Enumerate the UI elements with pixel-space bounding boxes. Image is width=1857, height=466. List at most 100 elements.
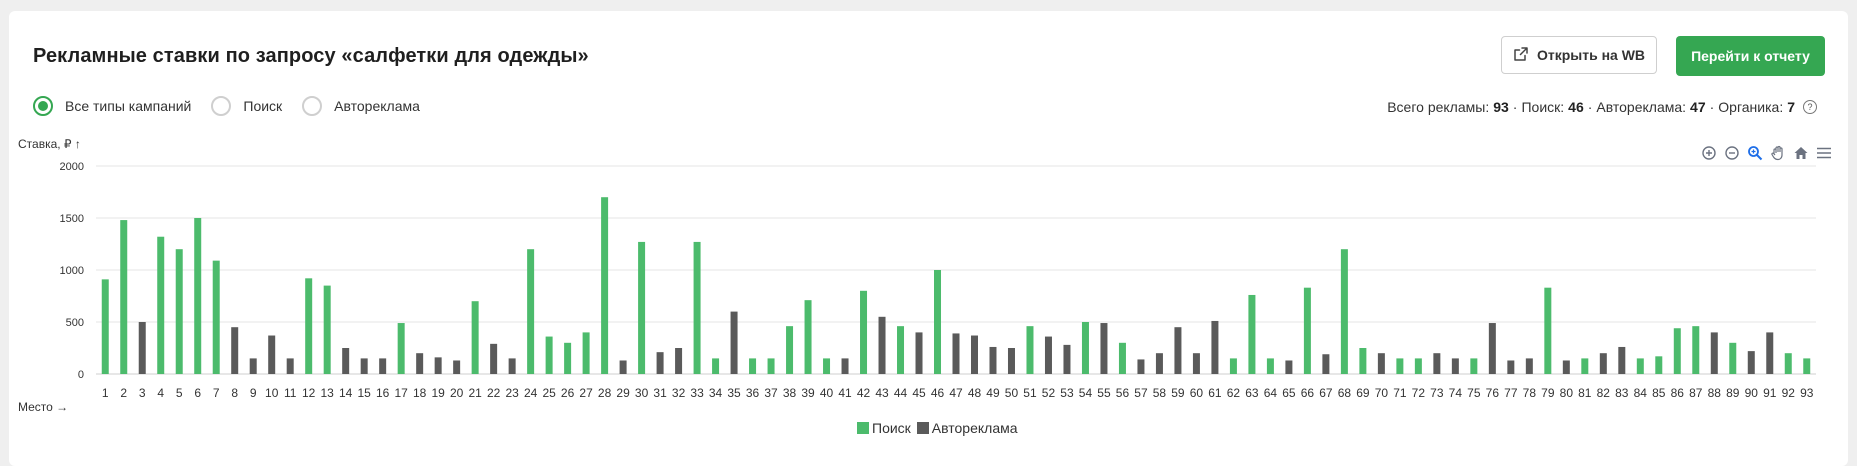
bar-82 xyxy=(1599,353,1607,374)
legend-swatch-auto xyxy=(916,422,929,434)
bar-69 xyxy=(1359,348,1367,374)
bar-41 xyxy=(841,358,849,374)
x-tick-label: 27 xyxy=(579,386,593,400)
x-tick-label: 29 xyxy=(616,386,630,400)
x-tick-label: 26 xyxy=(561,386,575,400)
radio-unchecked-icon xyxy=(211,96,232,116)
help-icon[interactable]: ? xyxy=(1803,100,1817,114)
menu-icon[interactable] xyxy=(1815,144,1833,162)
x-tick-label: 80 xyxy=(1560,386,1574,400)
bar-7 xyxy=(212,260,220,374)
bar-35 xyxy=(730,311,738,374)
home-reset-icon[interactable] xyxy=(1792,144,1810,162)
x-tick-label: 68 xyxy=(1338,386,1352,400)
bar-47 xyxy=(952,333,960,374)
x-tick-label: 28 xyxy=(598,386,612,400)
bar-48 xyxy=(970,335,978,374)
pan-hand-icon[interactable] xyxy=(1769,144,1787,162)
x-tick-label: 91 xyxy=(1763,386,1777,400)
x-tick-label: 89 xyxy=(1726,386,1740,400)
bar-22 xyxy=(490,343,498,374)
x-tick-label: 90 xyxy=(1745,386,1759,400)
x-tick-label: 34 xyxy=(709,386,723,400)
bar-81 xyxy=(1581,358,1589,374)
x-tick-label: 16 xyxy=(376,386,390,400)
x-tick-label: 36 xyxy=(746,386,760,400)
radio-autoads[interactable]: Автореклама xyxy=(302,96,420,116)
x-tick-label: 57 xyxy=(1134,386,1148,400)
zoom-in-icon[interactable] xyxy=(1700,144,1718,162)
x-tick-label: 93 xyxy=(1800,386,1814,400)
y-tick-label: 2000 xyxy=(60,161,84,173)
x-tick-label: 71 xyxy=(1393,386,1407,400)
x-tick-label: 81 xyxy=(1578,386,1592,400)
bar-34 xyxy=(712,358,720,374)
x-tick-label: 39 xyxy=(801,386,815,400)
go-to-report-button[interactable]: Перейти к отчету xyxy=(1676,36,1825,76)
bar-14 xyxy=(342,348,350,374)
x-tick-label: 76 xyxy=(1486,386,1500,400)
x-tick-label: 55 xyxy=(1097,386,1111,400)
radio-all-campaigns[interactable]: Все типы кампаний xyxy=(33,96,191,116)
bar-11 xyxy=(286,358,294,374)
bar-67 xyxy=(1322,354,1330,374)
x-tick-label: 7 xyxy=(213,386,220,400)
x-tick-label: 65 xyxy=(1282,386,1296,400)
bar-9 xyxy=(249,358,257,374)
x-tick-label: 59 xyxy=(1171,386,1185,400)
bar-84 xyxy=(1636,358,1644,374)
stat-organic-value: 7 xyxy=(1787,99,1795,115)
x-tick-label: 67 xyxy=(1319,386,1333,400)
bar-90 xyxy=(1747,351,1755,374)
bar-72 xyxy=(1414,358,1422,374)
x-axis-title: Место → xyxy=(18,400,68,414)
x-tick-label: 74 xyxy=(1449,386,1463,400)
bar-75 xyxy=(1470,358,1478,374)
open-on-wb-label: Открыть на WB xyxy=(1536,47,1646,63)
radio-label: Поиск xyxy=(243,98,283,114)
legend-label-search: Поиск xyxy=(872,420,911,436)
chart-card: Рекламные ставки по запросу «салфетки дл… xyxy=(9,11,1848,466)
bar-36 xyxy=(749,358,757,374)
x-tick-label: 38 xyxy=(783,386,797,400)
page-title: Рекламные ставки по запросу «салфетки дл… xyxy=(33,45,589,67)
bar-12 xyxy=(305,278,313,374)
open-on-wb-button[interactable]: Открыть на WB xyxy=(1501,36,1657,74)
bar-13 xyxy=(323,285,331,374)
x-tick-label: 58 xyxy=(1153,386,1167,400)
x-tick-label: 10 xyxy=(265,386,279,400)
x-tick-label: 47 xyxy=(949,386,963,400)
y-tick-label: 500 xyxy=(66,317,84,329)
x-tick-label: 4 xyxy=(157,386,164,400)
x-tick-label: 6 xyxy=(194,386,201,400)
x-tick-label: 75 xyxy=(1467,386,1481,400)
x-tick-label: 88 xyxy=(1708,386,1722,400)
bar-43 xyxy=(878,316,886,374)
bar-79 xyxy=(1544,287,1552,374)
x-tick-label: 84 xyxy=(1634,386,1648,400)
bar-46 xyxy=(934,270,942,374)
stat-total-value: 93 xyxy=(1493,99,1509,115)
legend-item-auto[interactable]: Автореклама xyxy=(916,420,1018,436)
bar-60 xyxy=(1192,353,1200,374)
bar-20 xyxy=(453,360,461,374)
bar-88 xyxy=(1710,332,1718,374)
bar-50 xyxy=(1007,348,1015,374)
zoom-out-icon[interactable] xyxy=(1723,144,1741,162)
x-tick-label: 53 xyxy=(1060,386,1074,400)
bar-30 xyxy=(638,241,646,374)
x-tick-label: 42 xyxy=(857,386,871,400)
selection-zoom-icon[interactable] xyxy=(1746,144,1764,162)
legend-item-search[interactable]: Поиск xyxy=(857,420,911,436)
x-tick-label: 35 xyxy=(727,386,741,400)
x-tick-label: 13 xyxy=(321,386,335,400)
x-tick-label: 12 xyxy=(302,386,316,400)
x-tick-label: 79 xyxy=(1541,386,1555,400)
external-link-icon xyxy=(1513,46,1529,65)
x-tick-label: 15 xyxy=(357,386,371,400)
radio-search[interactable]: Поиск xyxy=(211,96,282,116)
bar-31 xyxy=(656,352,664,374)
x-tick-label: 32 xyxy=(672,386,686,400)
x-tick-label: 69 xyxy=(1356,386,1370,400)
